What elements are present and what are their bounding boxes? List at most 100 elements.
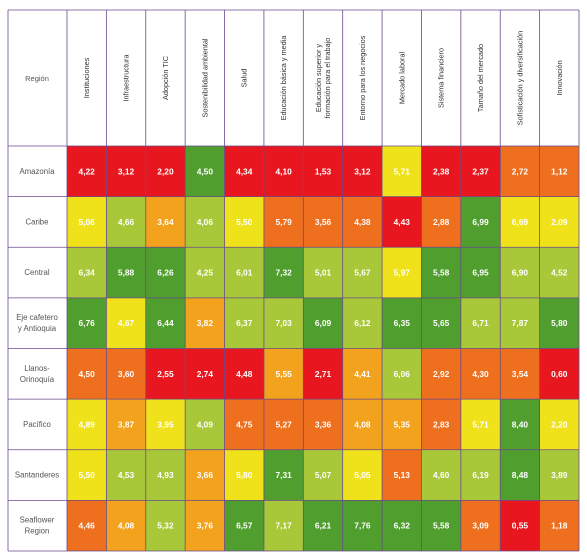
cell-value-r1-c4: 5,50 — [236, 217, 253, 227]
cell-value-r7-c4: 6,57 — [236, 521, 253, 531]
column-header-11: Sofisticación y diversificación — [515, 31, 524, 126]
cell-r0-c6 — [303, 146, 343, 197]
cell-r5-c1 — [106, 399, 146, 450]
cell-value-r5-c3: 4,09 — [197, 419, 214, 429]
cell-r7-c11 — [500, 500, 540, 551]
column-header-4: Salud — [240, 69, 249, 88]
cell-value-r1-c0: 5,06 — [79, 217, 96, 227]
cell-value-r6-c11: 8,48 — [512, 470, 529, 480]
cell-r6-c5 — [263, 449, 304, 501]
cell-value-r6-c5: 7,31 — [275, 470, 292, 480]
cell-value-r3-c4: 6,37 — [236, 318, 253, 328]
cell-value-r3-c3: 3,82 — [197, 318, 214, 328]
cell-value-r5-c10: 5,71 — [472, 419, 489, 429]
cell-r0-c11 — [500, 146, 540, 197]
cell-r4-c0 — [67, 348, 107, 400]
cell-r2-c3 — [185, 247, 225, 298]
cell-value-r5-c1: 3,87 — [118, 419, 135, 429]
cell-r3-c1 — [106, 297, 146, 349]
row-label-7-line-1: Region — [25, 527, 50, 536]
cell-value-r5-c4: 4,75 — [236, 419, 253, 429]
cell-r4-c8 — [382, 348, 422, 400]
cell-value-r2-c12: 4,52 — [551, 268, 568, 278]
cell-value-r4-c8: 6,06 — [394, 369, 411, 379]
cell-r7-c4 — [224, 500, 264, 551]
cell-r2-c4 — [224, 247, 264, 298]
cell-value-r2-c7: 5,67 — [354, 268, 371, 278]
cell-r6-c1 — [106, 449, 146, 501]
cell-value-r5-c2: 3,95 — [157, 419, 174, 429]
cell-value-r5-c7: 4,08 — [354, 419, 371, 429]
cell-value-r0-c7: 3,12 — [354, 166, 371, 176]
cell-value-r2-c2: 6,26 — [157, 268, 174, 278]
cell-value-r3-c0: 6,76 — [79, 318, 96, 328]
cell-value-r3-c10: 6,71 — [472, 318, 489, 328]
cell-r6-c9 — [421, 449, 461, 501]
cell-r3-c10 — [460, 297, 501, 349]
cell-value-r2-c8: 5,97 — [394, 268, 411, 278]
cell-r0-c10 — [460, 146, 501, 197]
cell-value-r6-c1: 4,53 — [118, 470, 135, 480]
cell-value-r5-c11: 8,40 — [512, 419, 529, 429]
cell-value-r7-c1: 4,08 — [118, 521, 135, 531]
cell-r4-c10 — [460, 348, 501, 400]
cell-r4-c9 — [421, 348, 461, 400]
cell-r5-c11 — [500, 399, 540, 450]
cell-r2-c2 — [145, 247, 186, 298]
cell-value-r1-c11: 6,69 — [512, 217, 529, 227]
column-header-0: Instituciones — [82, 57, 91, 98]
cell-value-r7-c6: 6,21 — [315, 521, 332, 531]
cell-r5-c2 — [145, 399, 186, 450]
cell-value-r0-c12: 1,12 — [551, 166, 568, 176]
column-header-6-line-1: formación para el trabajo — [323, 38, 332, 119]
cell-value-r1-c7: 4,38 — [354, 217, 371, 227]
column-header-2: Adopción TIC — [161, 56, 170, 100]
cell-value-r7-c5: 7,17 — [275, 521, 292, 531]
cell-value-r0-c11: 2,72 — [512, 166, 529, 176]
cell-r7-c12 — [539, 500, 579, 551]
cell-value-r4-c4: 4,48 — [236, 369, 253, 379]
cell-r6-c4 — [224, 449, 264, 501]
cell-value-r5-c5: 5,27 — [275, 419, 292, 429]
cell-r2-c5 — [263, 247, 304, 298]
cell-r5-c0 — [67, 399, 107, 450]
cell-r3-c0 — [67, 297, 107, 349]
cell-value-r6-c4: 5,80 — [236, 470, 253, 480]
cell-value-r6-c0: 5,50 — [79, 470, 96, 480]
cell-r1-c8 — [382, 196, 422, 248]
cell-r7-c1 — [106, 500, 146, 551]
cell-value-r1-c8: 4,43 — [394, 217, 411, 227]
cell-value-r2-c10: 6,95 — [472, 268, 489, 278]
cell-r5-c5 — [263, 399, 304, 450]
cell-r7-c9 — [421, 500, 461, 551]
cell-value-r7-c9: 5,58 — [433, 521, 450, 531]
cell-value-r0-c4: 4,34 — [236, 166, 253, 176]
cell-r5-c6 — [303, 399, 343, 450]
cell-r0-c8 — [382, 146, 422, 197]
cell-r6-c2 — [145, 449, 186, 501]
cell-r2-c10 — [460, 247, 501, 298]
cell-value-r2-c6: 5,01 — [315, 268, 332, 278]
cell-r4-c3 — [185, 348, 225, 400]
cell-r3-c2 — [145, 297, 186, 349]
row-label-3-line-1: y Antioquia — [18, 324, 57, 333]
cell-value-r5-c8: 5,35 — [394, 419, 411, 429]
cell-r0-c4 — [224, 146, 264, 197]
cell-r3-c7 — [342, 297, 383, 349]
grid-layer — [7, 9, 580, 552]
row-label-2: Central — [24, 268, 49, 277]
cell-value-r1-c12: 2,09 — [551, 217, 568, 227]
cell-value-r6-c10: 6,19 — [472, 470, 489, 480]
cell-value-r3-c1: 4,67 — [118, 318, 135, 328]
column-header-12: Innovación — [555, 60, 564, 95]
cell-value-r3-c9: 5,65 — [433, 318, 450, 328]
cell-r1-c3 — [185, 196, 225, 248]
cell-value-r2-c0: 6,34 — [79, 268, 96, 278]
cell-value-r7-c10: 3,09 — [472, 521, 489, 531]
cell-r2-c12 — [539, 247, 579, 298]
cell-r0-c7 — [342, 146, 383, 197]
cell-r7-c7 — [342, 500, 383, 551]
cell-r1-c4 — [224, 196, 264, 248]
cell-value-r0-c2: 2,20 — [157, 166, 174, 176]
row-label-7-line-0: Seaflower — [20, 516, 55, 525]
